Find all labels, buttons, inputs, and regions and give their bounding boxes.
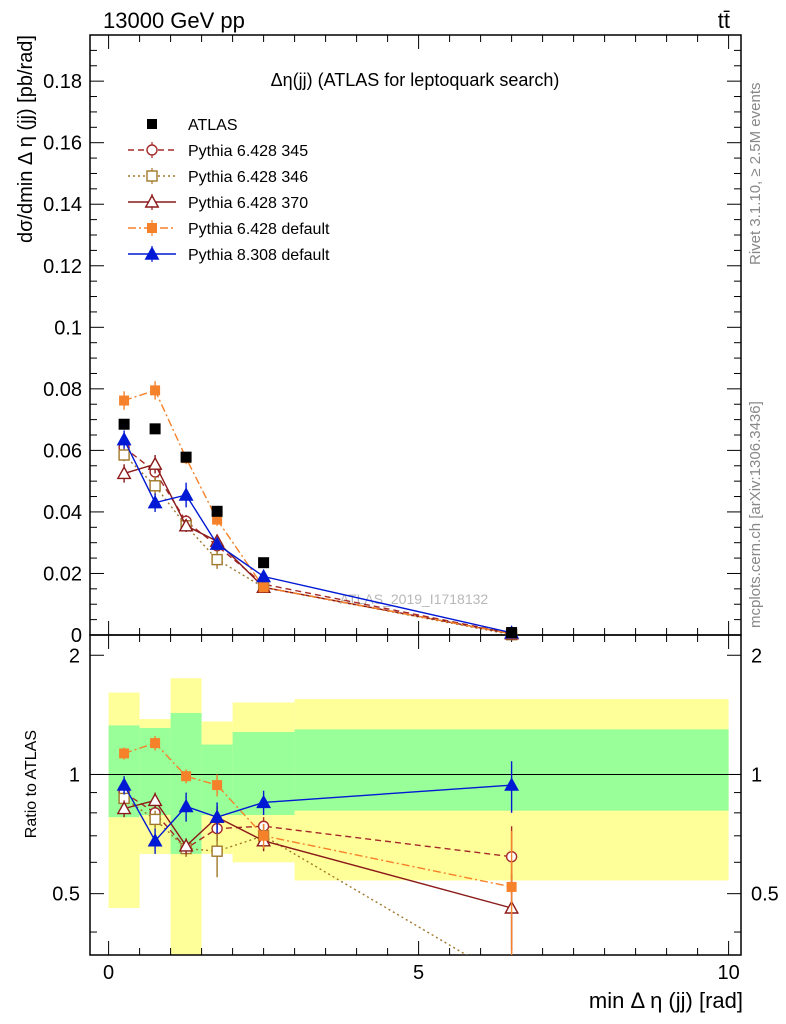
data-point <box>209 536 225 550</box>
legend-label-p346: Pythia 6.428 346 <box>188 169 308 186</box>
inner-band <box>170 712 202 854</box>
legend-label-p8def: Pythia 8.308 default <box>188 247 330 264</box>
mcplots-info: mcplots.cern.ch [arXiv:1306.3436] <box>747 401 764 628</box>
main-y-tick-label: 0.14 <box>43 194 82 216</box>
data-point <box>506 627 518 639</box>
series-line-p8def <box>123 784 512 842</box>
panel-frame <box>89 634 742 956</box>
watermark: ATLAS_2019_I1718132 <box>340 591 489 607</box>
data-point <box>211 845 223 857</box>
ratio-y-tick-label: 2 <box>69 645 80 667</box>
data-point <box>118 449 130 461</box>
data-point <box>147 833 163 847</box>
series-line-p370 <box>123 799 512 909</box>
data-point <box>181 771 192 782</box>
data-point <box>178 838 194 852</box>
rivet-info: Rivet 3.1.10, ≥ 2.5M events <box>747 83 764 266</box>
legend-label-p6def: Pythia 6.428 default <box>188 221 330 238</box>
data-point <box>119 748 130 759</box>
data-point <box>258 582 269 593</box>
data-point <box>178 518 194 532</box>
data-point <box>147 119 157 129</box>
data-point <box>506 881 517 892</box>
plot-title: Δη(jj) (ATLAS for leptoquark search) <box>271 70 560 90</box>
process-label: tt̄ <box>718 8 730 33</box>
series-line-p8def <box>123 439 512 634</box>
data-point <box>178 487 194 501</box>
ratio-y-tick-label-right: 0.5 <box>751 884 779 906</box>
series-line-p346 <box>123 454 512 636</box>
ratio-y-tick-label: 1 <box>69 764 80 786</box>
series-line-p370 <box>123 463 512 635</box>
x-tick-label: 10 <box>717 962 739 984</box>
series-line-p6def <box>123 742 512 888</box>
data-point <box>146 170 158 182</box>
legend-label-p345: Pythia 6.428 345 <box>188 143 308 160</box>
data-point <box>116 465 132 480</box>
data-point <box>258 557 270 569</box>
main-y-tick-label: 0.08 <box>43 379 82 401</box>
x-axis-label: min Δ η (jj) [rad] <box>589 988 743 1013</box>
data-point <box>147 456 163 470</box>
ratio-y-tick-label: 0.5 <box>52 884 80 906</box>
data-point <box>211 505 223 517</box>
data-point <box>180 451 192 463</box>
data-point <box>212 514 223 525</box>
main-y-tick-label: 0.1 <box>54 317 82 339</box>
data-point <box>144 194 160 208</box>
main-y-tick-label: 0.06 <box>43 440 82 462</box>
ratio-series-group <box>116 736 520 955</box>
data-point <box>147 223 157 233</box>
legend-label-p370: Pythia 6.428 370 <box>188 195 308 212</box>
data-point <box>116 777 132 791</box>
ratio-y-label: Ratio to ATLAS <box>23 730 40 838</box>
main-series-group <box>116 381 520 641</box>
data-point <box>211 553 223 566</box>
data-point <box>147 792 163 807</box>
main-y-tick-label: 0.04 <box>43 502 82 524</box>
main-y-tick-label: 0 <box>71 625 82 647</box>
ratio-panel: 0 5 10 0.5 0.5 1 1 2 2 <box>52 634 779 984</box>
ratio-uncertainty-bands <box>108 678 729 955</box>
data-point <box>119 395 130 406</box>
data-point <box>149 480 161 492</box>
data-point <box>212 780 223 791</box>
data-point <box>118 418 130 430</box>
data-point <box>147 495 163 509</box>
x-tick-label: 0 <box>103 962 114 984</box>
legend: ATLAS Pythia 6.428 345 Pythia 6.428 346 Pyt… <box>128 117 330 264</box>
energy-label: 13000 GeV pp <box>103 8 245 33</box>
main-y-label: dσ/dmin Δ η (jj) [pb/rad] <box>15 35 37 243</box>
ratio-y-tick-label-right: 2 <box>751 645 762 667</box>
main-y-tick-label: 0.16 <box>43 133 82 155</box>
data-point <box>209 809 225 823</box>
data-point <box>116 431 132 446</box>
data-point <box>149 423 161 435</box>
data-point <box>504 777 520 791</box>
data-point <box>258 830 269 841</box>
data-point <box>150 738 161 749</box>
legend-label-data: ATLAS <box>188 117 238 134</box>
x-tick-label: 5 <box>413 962 424 984</box>
data-point <box>178 798 194 813</box>
data-point <box>149 813 161 826</box>
ratio-y-tick-label-right: 1 <box>751 764 762 786</box>
data-point <box>146 144 158 156</box>
data-point <box>116 800 132 815</box>
series-line-p345 <box>123 792 512 858</box>
main-y-tick-label: 0.18 <box>43 71 82 93</box>
data-point <box>150 385 161 396</box>
main-panel: 0 0.02 0.04 0.06 0.08 0.1 0.12 0.14 0.16 0.18 <box>43 34 742 647</box>
main-y-tick-label: 0.12 <box>43 256 82 278</box>
main-y-tick-label: 0.02 <box>43 563 82 585</box>
data-point <box>256 568 272 583</box>
series-line-p6def <box>123 389 512 635</box>
data-point <box>256 794 272 809</box>
data-point <box>144 246 160 260</box>
